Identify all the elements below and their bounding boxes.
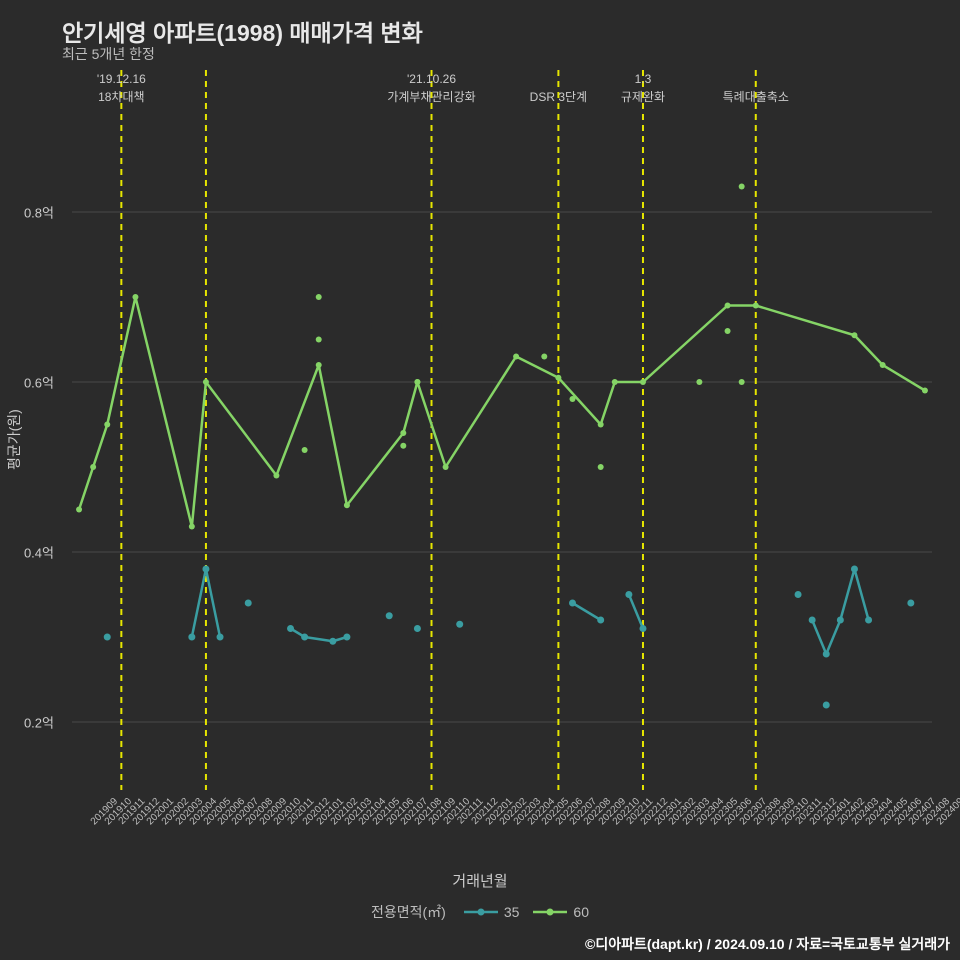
- legend-label-35: 35: [504, 904, 520, 920]
- legend-title: 전용면적(㎡): [371, 902, 446, 922]
- credit-text: ©디아파트(dapt.kr) / 2024.09.10 / 자료=국토교통부 실…: [585, 934, 950, 954]
- policy-annotation: 가계부채관리강화: [387, 88, 475, 105]
- y-tick-label: 0.6억: [14, 373, 54, 392]
- policy-annotation: 18차대책: [98, 88, 144, 105]
- legend-item-60: 60: [533, 904, 589, 920]
- y-axis-label: 평균가(원): [4, 409, 24, 470]
- plot-area: [62, 70, 942, 830]
- policy-annotation: '19.12.16: [97, 72, 146, 86]
- legend: 전용면적(㎡) 35 60: [0, 902, 960, 922]
- chart-container: 안기세영 아파트(1998) 매매가격 변화 최근 5개년 한정 평균가(원) …: [0, 0, 960, 960]
- y-tick-label: 0.4억: [14, 543, 54, 562]
- chart-svg: [62, 70, 942, 830]
- y-tick-label: 0.2억: [14, 713, 54, 732]
- chart-subtitle: 최근 5개년 한정: [62, 44, 155, 64]
- policy-annotation: '21.10.26: [407, 72, 456, 86]
- policy-annotation: DSR 3단계: [530, 88, 587, 105]
- chart-title: 안기세영 아파트(1998) 매매가격 변화: [62, 14, 423, 48]
- legend-item-35: 35: [464, 904, 520, 920]
- policy-annotation: 1.3: [635, 72, 652, 86]
- legend-label-60: 60: [573, 904, 589, 920]
- policy-annotation: 특례대출축소: [723, 88, 789, 105]
- policy-annotation: 규제완화: [621, 88, 665, 105]
- y-tick-label: 0.8억: [14, 203, 54, 222]
- x-axis-label: 거래년월: [0, 870, 960, 891]
